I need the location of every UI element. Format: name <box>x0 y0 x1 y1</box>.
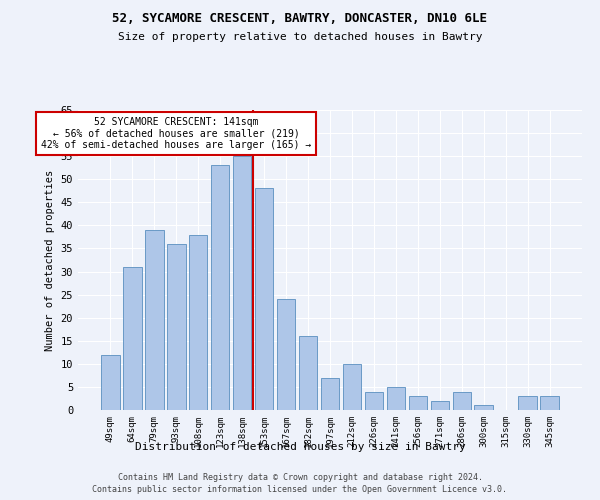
Bar <box>211 166 229 410</box>
Bar <box>343 364 361 410</box>
Bar <box>277 299 295 410</box>
Bar <box>101 354 119 410</box>
Bar <box>189 234 208 410</box>
Bar <box>145 230 164 410</box>
Bar <box>365 392 383 410</box>
Bar <box>255 188 274 410</box>
Bar <box>233 156 251 410</box>
Bar <box>452 392 471 410</box>
Bar <box>167 244 185 410</box>
Bar <box>386 387 405 410</box>
Bar <box>123 267 142 410</box>
Y-axis label: Number of detached properties: Number of detached properties <box>45 170 55 350</box>
Bar <box>475 406 493 410</box>
Bar <box>541 396 559 410</box>
Bar <box>431 401 449 410</box>
Bar <box>518 396 537 410</box>
Text: Contains HM Land Registry data © Crown copyright and database right 2024.: Contains HM Land Registry data © Crown c… <box>118 472 482 482</box>
Bar <box>409 396 427 410</box>
Bar <box>320 378 340 410</box>
Text: Contains public sector information licensed under the Open Government Licence v3: Contains public sector information licen… <box>92 485 508 494</box>
Bar <box>299 336 317 410</box>
Text: 52, SYCAMORE CRESCENT, BAWTRY, DONCASTER, DN10 6LE: 52, SYCAMORE CRESCENT, BAWTRY, DONCASTER… <box>113 12 487 26</box>
Text: Size of property relative to detached houses in Bawtry: Size of property relative to detached ho… <box>118 32 482 42</box>
Text: 52 SYCAMORE CRESCENT: 141sqm
← 56% of detached houses are smaller (219)
42% of s: 52 SYCAMORE CRESCENT: 141sqm ← 56% of de… <box>41 117 311 150</box>
Text: Distribution of detached houses by size in Bawtry: Distribution of detached houses by size … <box>134 442 466 452</box>
